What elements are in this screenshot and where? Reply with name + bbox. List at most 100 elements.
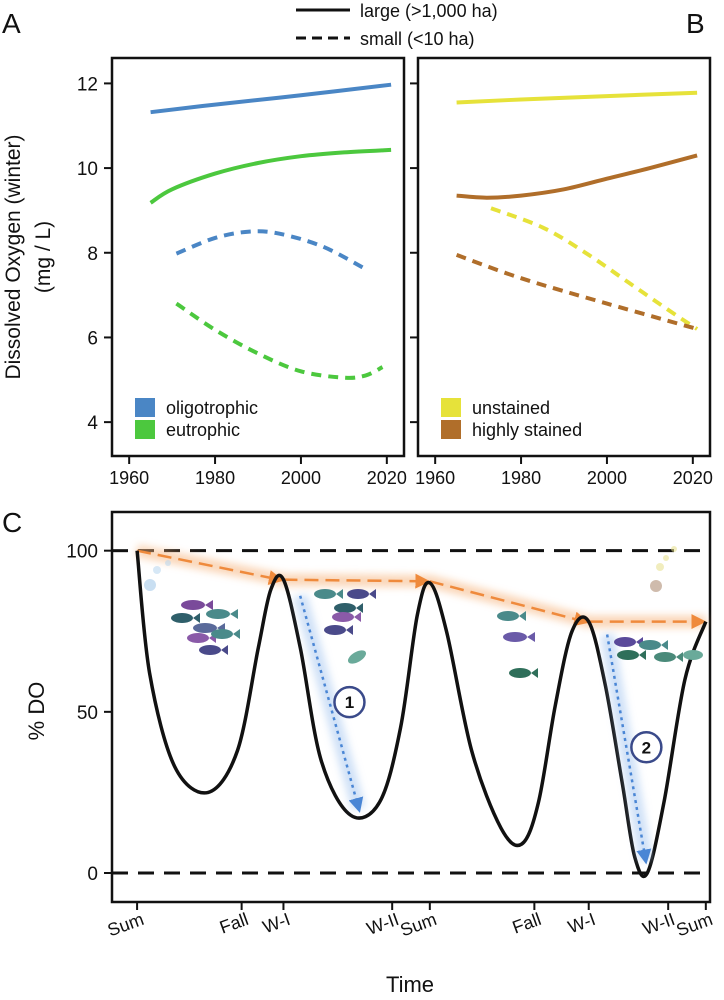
fish-icon [206,609,230,619]
x-tick-label: 1960 [109,468,149,488]
fish-group-winter-1 [314,589,376,664]
fish-icon [221,645,228,655]
fish-icon [171,613,193,623]
panel-a-legend: oligotrophic eutrophic [135,398,258,440]
panel-c-xlabel: Time [386,972,434,997]
decline-arrow [605,634,652,865]
y-tick-label: 10 [77,159,98,180]
fish-icon [676,652,683,662]
x-tick-label: 1980 [195,468,235,488]
x-tick-label: 1980 [501,468,541,488]
x-tick-label: 2020 [367,468,407,488]
y-tick-label: 12 [77,74,98,95]
fish-group-fall-2 [497,611,538,678]
fish-icon [519,611,526,621]
panel-b-legend: unstained highly stained [441,398,582,440]
legend-label-eutrophic: eutrophic [166,420,240,440]
legend-swatch-eutrophic [135,420,155,439]
y-tick-label: 4 [87,413,98,434]
y-tick-label: 100 [66,542,98,563]
fish-icon [193,613,200,623]
series-line [456,153,698,200]
x-tick-label: Sum [398,909,440,940]
fish-group-winter-2 [614,637,703,662]
legend-large-label: large (>1,000 ha) [360,1,498,21]
fish-icon [332,612,354,622]
top-legend: large (>1,000 ha) small (<10 ha) [296,1,498,49]
fish-group-summer [171,600,240,655]
legend-swatch-highly-stained [441,420,461,439]
fish-icon [531,668,538,678]
legend-small-label: small (<10 ha) [360,29,475,49]
fish-icon [356,603,363,613]
x-tick-label: Fall [217,909,251,938]
x-tick-label: Sum [674,909,716,940]
baseline-arrow-segment [136,549,284,585]
x-tick-label: W-I [260,909,293,937]
fish-icon [334,603,356,613]
bubbles-decoration [144,546,677,592]
series-line [490,206,699,331]
fish-icon [187,633,209,643]
fish-icon [614,637,636,647]
x-tick-label: Fall [510,909,544,938]
decline-label-circle [630,731,663,764]
fish-icon [617,650,639,660]
fish-icon [369,589,376,599]
bubble-icon [165,560,171,566]
x-tick-label: 1960 [415,468,455,488]
bubble-icon [153,566,161,574]
fish-icon [336,589,343,599]
panel-b-frame [416,56,712,458]
bubble-icon [650,580,662,592]
fish-icon [654,652,676,662]
fish-icon [199,645,221,655]
legend-swatch-unstained [441,398,461,417]
series-line [456,90,698,105]
fish-icon [683,650,703,660]
panel-label-a: A [2,8,21,39]
y-tick-label: 50 [77,703,98,724]
x-tick-label: 2000 [587,468,627,488]
legend-label-oligotrophic: oligotrophic [166,398,258,418]
fish-icon [211,629,233,639]
bubble-icon [144,579,156,591]
fish-icon [354,612,361,622]
panel-a-ylabel-line1: Dissolved Oxygen (winter) [2,134,25,379]
fish-icon [314,589,336,599]
bubble-icon [663,555,669,561]
panel-label-c: C [2,507,22,538]
x-tick-label: W-II [640,909,678,939]
fish-icon [639,650,646,660]
bubble-icon [671,546,677,552]
panel-a-ylabel-line2: (mg / L) [32,221,55,293]
baseline-arrow-segment [429,580,590,627]
x-tick-label: W-II [364,909,402,939]
fish-icon [527,632,535,642]
series-line [149,147,392,205]
fish-icon [347,650,367,664]
fish-icon [347,589,369,599]
series-line [175,229,367,271]
series-line [175,301,384,380]
do-curve [135,550,708,879]
fish-icon [346,625,353,635]
y-tick-label: 8 [87,244,98,265]
x-tick-label: 2000 [281,468,321,488]
x-tick-label: 2020 [673,468,713,488]
fish-icon [193,623,217,633]
decline-label: 1 [345,693,354,712]
series-line [150,82,392,115]
baseline-arrow-segment [283,573,431,589]
series-line [455,253,698,331]
panel-label-b: B [686,8,705,39]
x-tick-label: W-I [565,909,598,937]
legend-swatch-oligotrophic [135,398,155,417]
fish-icon [661,640,668,650]
legend-label-highly-stained: highly stained [472,420,582,440]
decline-label-circle [333,685,366,719]
fish-icon [639,640,661,650]
panel-b-chart: 1960 1980 2000 2020 unstained highly staine… [410,56,713,488]
